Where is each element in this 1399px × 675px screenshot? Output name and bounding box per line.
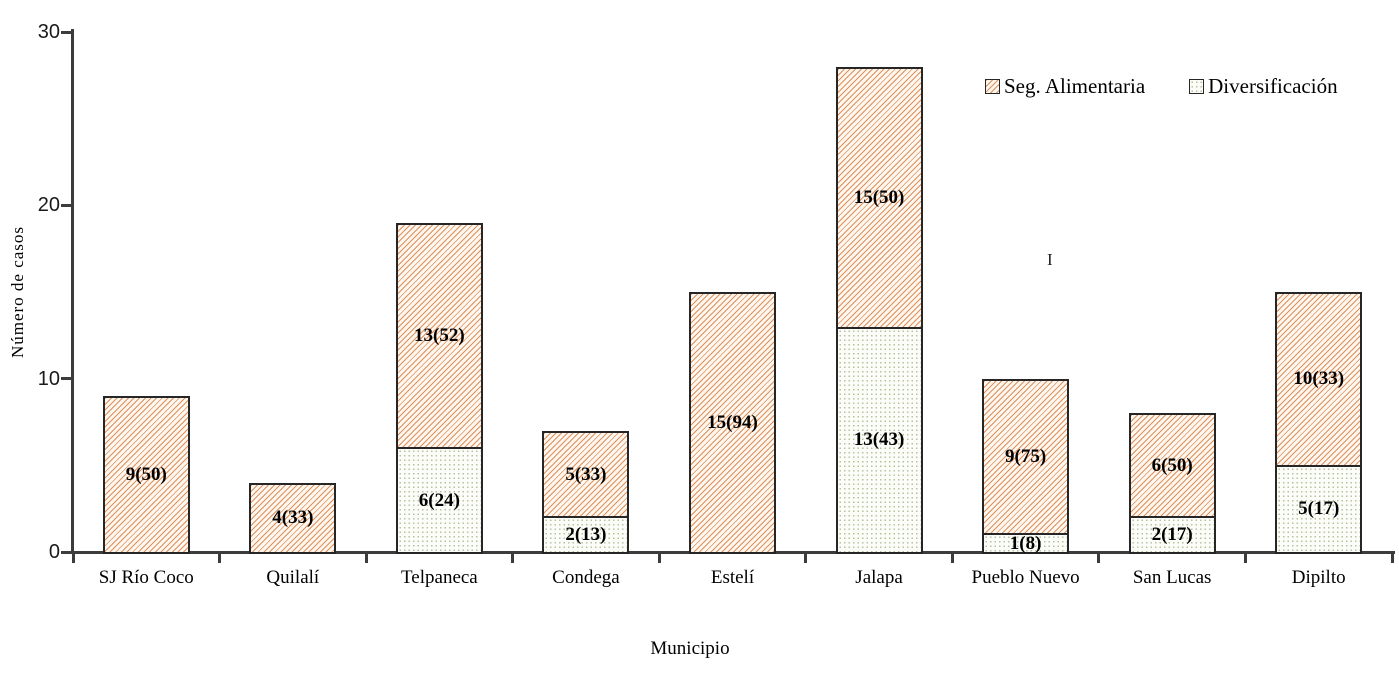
x-category-label: San Lucas (1132, 567, 1212, 588)
x-axis-tick (1243, 554, 1247, 563)
bar-segment-seg-alimentaria: 10(33) (1277, 294, 1361, 467)
legend-item-diversificacion: Diversificación (1189, 74, 1338, 99)
x-axis-tick (71, 554, 75, 563)
x-axis-tick (1390, 554, 1394, 563)
legend-label: Seg. Alimentaria (1004, 74, 1146, 98)
x-category-label: SJ Río Coco (98, 567, 194, 588)
bar-segment-seg-alimentaria: 4(33) (251, 484, 335, 552)
x-category-label: Dipilto (1291, 567, 1346, 588)
legend-label: Diversificación (1208, 74, 1338, 98)
x-axis-tick (804, 554, 808, 563)
x-category-label: Condega (552, 567, 620, 588)
bar-segment-seg-alimentaria: 5(33) (544, 432, 628, 519)
bar-jalapa: 15(50) 13(43) (835, 66, 923, 554)
hatch-swatch-icon (985, 79, 1000, 94)
bar-pueblo-nuevo: 9(75) 1(8) (982, 378, 1070, 554)
y-tick-label: 30 (37, 21, 60, 43)
x-category-label: Quilalí (266, 567, 320, 588)
bar-condega: 5(33) 2(13) (542, 430, 630, 554)
x-axis-tick (657, 554, 661, 563)
bar-segment-diversificacion: 2(13) (544, 518, 628, 552)
x-axis-tick (218, 554, 222, 563)
y-axis-tick (61, 30, 73, 34)
x-axis-tick (364, 554, 368, 563)
bar-sj-r-o-coco: 9(50) (102, 396, 190, 554)
y-axis-title: Número de casos (8, 225, 27, 359)
bar-segment-seg-alimentaria: 13(52) (397, 224, 481, 450)
bar-segment-seg-alimentaria: 15(94) (691, 294, 774, 552)
bar-segment-diversificacion: 5(17) (1277, 466, 1361, 552)
y-axis-tick (61, 203, 73, 207)
bar-telpaneca: 13(52) 6(24) (395, 222, 483, 554)
bar-segment-diversificacion: 2(17) (1130, 518, 1214, 552)
bar-segment-diversificacion: 1(8) (984, 533, 1068, 554)
legend: Seg. Alimentaria Diversificación (985, 74, 1338, 99)
bar-dipilto: 10(33) 5(17) (1275, 292, 1363, 554)
y-axis-tick (61, 550, 73, 554)
bar-segment-diversificacion: 13(43) (837, 328, 921, 552)
y-tick-label: 0 (48, 541, 60, 563)
bar-segment-diversificacion: 6(24) (397, 449, 481, 552)
bar-quilal-: 4(33) (249, 482, 337, 554)
x-axis-tick (511, 554, 515, 563)
y-axis-line (71, 29, 74, 554)
bar-san-lucas: 6(50) 2(17) (1128, 413, 1216, 554)
x-axis-title: Municipio (650, 638, 730, 659)
legend-item-seg-alimentaria: Seg. Alimentaria (985, 74, 1145, 99)
x-axis-tick (950, 554, 954, 563)
bar-estel-: 15(94) (689, 292, 776, 554)
bar-segment-seg-alimentaria: 9(50) (104, 398, 188, 552)
text-cursor-artifact: I (1047, 250, 1053, 269)
x-category-label: Telpaneca (401, 567, 478, 588)
x-category-label: Pueblo Nuevo (971, 567, 1080, 588)
y-tick-label: 10 (37, 367, 60, 390)
y-tick-label: 20 (37, 194, 60, 217)
bar-segment-seg-alimentaria: 6(50) (1130, 415, 1214, 519)
bar-segment-seg-alimentaria: 15(50) (837, 68, 921, 329)
y-axis-tick (61, 377, 73, 381)
bar-segment-seg-alimentaria: 9(75) (984, 380, 1068, 536)
x-category-label: Estelí (710, 567, 755, 588)
x-axis-tick (1097, 554, 1101, 563)
dots-swatch-icon (1189, 79, 1205, 94)
x-category-label: Jalapa (855, 567, 903, 588)
